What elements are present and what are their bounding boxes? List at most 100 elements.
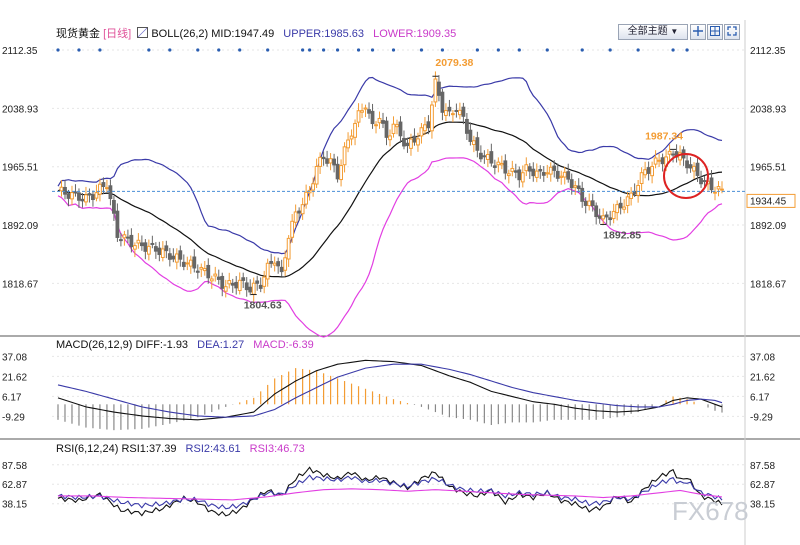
candle-body: [105, 187, 109, 190]
candle-body: [629, 192, 634, 199]
candle-body: [541, 172, 546, 176]
candle-body: [587, 200, 592, 207]
candle-body: [573, 185, 578, 188]
candle-body: [178, 250, 183, 260]
y-tick-label-left: 38.15: [2, 500, 27, 511]
macd-label: MACD(26,12,9): [56, 339, 133, 351]
candle-body: [402, 137, 406, 147]
candle-body: [646, 167, 651, 174]
candle-body: [276, 261, 281, 267]
candle-body: [363, 107, 368, 110]
boll-label: BOLL(26,2): [151, 28, 209, 40]
candle-body: [538, 168, 543, 172]
candle-body: [510, 167, 515, 172]
candle-body: [66, 193, 71, 199]
candle-body: [597, 215, 602, 219]
candle-body: [398, 121, 403, 137]
candle-body: [125, 236, 130, 239]
candle-body: [370, 110, 375, 125]
candle-body: [440, 91, 445, 113]
candle-body: [503, 160, 508, 174]
candle-body: [129, 234, 134, 248]
symbol-name: 现货黄金: [56, 28, 100, 40]
y-tick-label-left: 1965.51: [2, 163, 39, 174]
candle-body: [639, 172, 644, 185]
signal-dot: [545, 48, 549, 52]
theme-dropdown-button[interactable]: 全部主题 ▼: [618, 24, 688, 40]
candle-body: [447, 106, 452, 112]
candle-body: [188, 259, 193, 267]
candle-body: [70, 192, 74, 200]
macd-header: MACD(26,12,9) DIFF:-1.93 DEA:1.27 MACD:-…: [56, 339, 314, 351]
candle-body: [84, 194, 88, 203]
candle-body: [461, 106, 466, 117]
signal-dot: [370, 48, 375, 52]
y-tick-label-left: 62.87: [2, 480, 27, 491]
signal-dot: [356, 48, 361, 52]
macd-diff-line: [57, 359, 723, 421]
candle-body: [506, 173, 511, 177]
candle-body: [384, 120, 389, 138]
candle-body: [237, 279, 242, 292]
candle-body: [279, 266, 284, 273]
highlight-circle: [663, 153, 709, 199]
candle-body: [349, 135, 354, 140]
y-tick-label-right: 37.08: [750, 352, 775, 363]
candle-body: [293, 211, 298, 223]
y-tick-label-right: 21.62: [750, 372, 775, 383]
crosshair-icon[interactable]: [690, 24, 706, 40]
candle-body: [531, 168, 536, 177]
boll-mid-line: [57, 121, 723, 278]
candle-body: [374, 124, 378, 127]
grid-glyph: [710, 26, 720, 36]
candle-body: [59, 186, 64, 192]
candle-body: [101, 182, 106, 188]
candle-body: [499, 162, 504, 166]
candle-body: [444, 110, 448, 116]
candle-body: [311, 183, 316, 191]
y-tick-label-right: 1892.09: [750, 221, 787, 232]
candle-body: [622, 206, 627, 210]
macd-dea-line: [57, 363, 723, 418]
candle-body: [181, 261, 186, 267]
candle-body: [122, 234, 127, 239]
candle-body: [657, 159, 661, 162]
y-tick-label-left: 2038.93: [2, 104, 39, 115]
candle-body: [150, 242, 155, 245]
boll-icon[interactable]: [137, 27, 149, 38]
y-tick-label-left: 1892.09: [2, 221, 39, 232]
candle-body: [265, 262, 270, 280]
candle-body: [454, 109, 459, 112]
candle-body: [87, 193, 92, 196]
candle-body: [475, 137, 480, 151]
candle-body: [167, 253, 172, 260]
candle-body: [234, 281, 239, 289]
candle-body: [367, 109, 371, 114]
grid-icon[interactable]: [707, 24, 723, 40]
candle-body: [164, 245, 169, 252]
signal-dot: [496, 48, 500, 52]
rsi-header: RSI(6,12,24) RSI1:37.39 RSI2:43.61 RSI3:…: [56, 443, 305, 455]
candle-body: [381, 120, 385, 124]
macd-macd-value: MACD:-6.39: [253, 339, 314, 351]
candle-body: [377, 117, 382, 124]
period-label[interactable]: [日线]: [103, 28, 132, 40]
candle-body: [230, 282, 235, 286]
y-tick-label-right: 38.15: [750, 500, 775, 511]
current-price-box: [746, 193, 796, 208]
y-tick-label-right: 2112.35: [750, 46, 786, 57]
y-tick-label-right: 1818.67: [750, 279, 787, 290]
candle-body: [216, 276, 221, 280]
y-tick-label-right: 6.17: [750, 392, 770, 403]
candle-body: [457, 109, 462, 116]
expand-icon[interactable]: [724, 24, 740, 40]
candle-body: [569, 179, 574, 189]
candle-body: [391, 123, 396, 135]
macd-diff-value: DIFF:-1.93: [135, 339, 189, 351]
signal-dot: [391, 48, 396, 52]
candle-body: [416, 138, 420, 146]
y-tick-label-left: 2112.35: [2, 46, 38, 57]
candle-body: [283, 257, 288, 271]
boll-lower-line: [57, 157, 723, 338]
